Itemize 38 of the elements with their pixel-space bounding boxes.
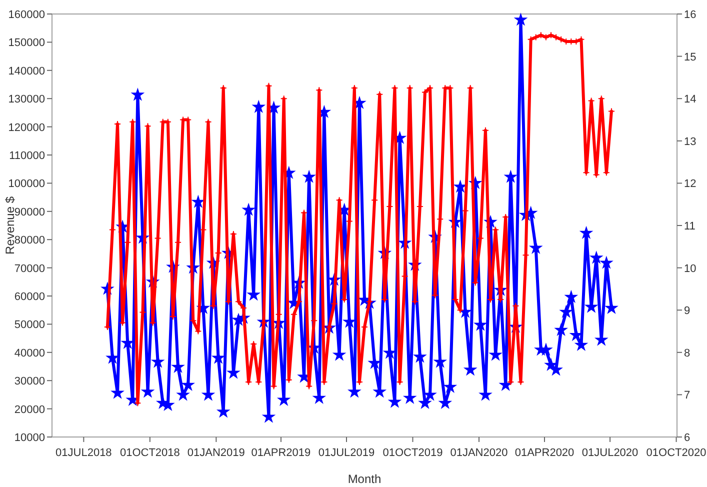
x-axis-title: Month [348,472,382,486]
y2-tick-label: 9 [684,305,690,318]
x-tick-label: 01OCT2020 [646,447,706,459]
x-tick-label: 01APR2019 [251,447,311,459]
y-tick-label: 100000 [8,178,45,190]
x-tick-label: 01APR2020 [514,447,574,459]
y2-tick-label: 11 [684,220,696,232]
y-tick-label: 70000 [14,262,45,275]
y2-tick-label: 7 [684,390,690,402]
y-tick-label: 150000 [8,37,45,50]
y-tick-label: 160000 [8,9,45,21]
y2-tick-label: 14 [684,94,696,106]
y2-tick-label: 16 [684,9,696,21]
x-tick-label: 01JAN2019 [187,447,245,459]
y2-tick-label: 13 [684,136,696,148]
y-tick-label: 50000 [14,319,45,332]
y-tick-label: 90000 [14,206,45,218]
y-tick-label: 130000 [8,94,45,106]
y-tick-label: 10000 [14,432,45,444]
y-tick-label: 40000 [14,347,45,360]
y-tick-label: 30000 [14,376,45,388]
y-tick-label: 120000 [8,122,45,134]
y2-tick-label: 12 [684,178,696,190]
y-tick-label: 20000 [14,404,45,416]
y-tick-label: 80000 [14,234,45,247]
x-tick-label: 01JUL2018 [56,447,112,459]
x-tick-label: 01OCT2019 [382,447,443,459]
x-tick-label: 01OCT2018 [120,447,180,459]
y-tick-label: 60000 [14,291,45,303]
x-tick-label: 01JUL2019 [318,447,375,459]
y-tick-label: 140000 [8,65,45,78]
x-tick-label: 01JAN2020 [450,447,508,459]
y2-tick-label: 10 [684,262,696,275]
y2-tick-label: 6 [684,432,690,444]
y2-tick-label: 15 [684,51,696,64]
x-tick-label: 01JUL2020 [582,447,638,459]
y-tick-label: 110000 [9,150,45,162]
y2-tick-label: 8 [684,347,690,360]
